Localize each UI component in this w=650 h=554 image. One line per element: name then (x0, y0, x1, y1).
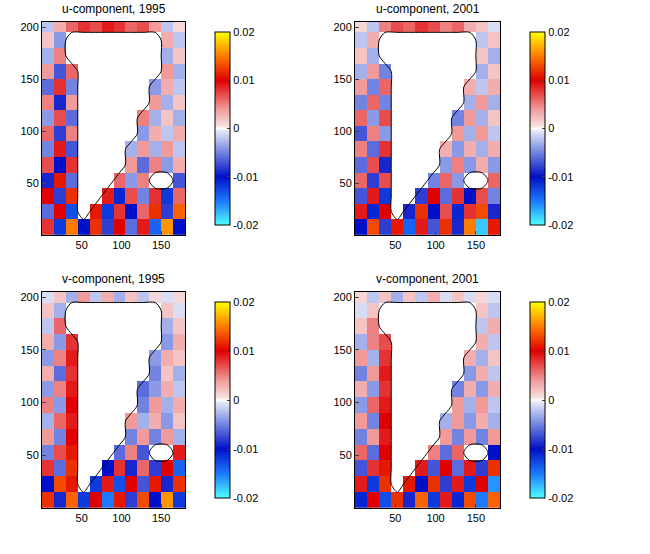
svg-text:0.01: 0.01 (233, 345, 254, 357)
svg-text:50: 50 (27, 177, 39, 189)
svg-text:v-component, 2001: v-component, 2001 (376, 272, 479, 286)
svg-text:50: 50 (27, 449, 39, 461)
svg-text:0.01: 0.01 (548, 345, 569, 357)
svg-text:0: 0 (233, 394, 239, 406)
svg-text:50: 50 (76, 512, 88, 524)
svg-text:-0.02: -0.02 (548, 492, 573, 504)
svg-text:100: 100 (426, 512, 444, 524)
svg-text:-0.02: -0.02 (233, 219, 258, 231)
svg-text:-0.02: -0.02 (548, 219, 573, 231)
svg-text:150: 150 (20, 73, 38, 85)
svg-text:100: 100 (112, 239, 130, 251)
svg-text:0.01: 0.01 (233, 74, 254, 86)
svg-text:200: 200 (20, 21, 38, 33)
svg-text:0.01: 0.01 (548, 74, 569, 86)
svg-text:0: 0 (548, 122, 554, 134)
svg-text:-0.01: -0.01 (233, 171, 258, 183)
svg-text:50: 50 (389, 512, 401, 524)
svg-text:150: 150 (333, 344, 351, 356)
svg-text:0.02: 0.02 (233, 296, 254, 308)
svg-text:100: 100 (112, 512, 130, 524)
svg-text:200: 200 (20, 291, 38, 303)
svg-text:-0.01: -0.01 (233, 443, 258, 455)
svg-text:50: 50 (389, 239, 401, 251)
svg-text:0.02: 0.02 (548, 26, 569, 38)
svg-text:150: 150 (152, 512, 170, 524)
svg-text:100: 100 (333, 396, 351, 408)
svg-text:50: 50 (340, 177, 352, 189)
svg-text:150: 150 (333, 73, 351, 85)
svg-text:100: 100 (333, 125, 351, 137)
svg-text:150: 150 (467, 512, 485, 524)
svg-text:50: 50 (76, 239, 88, 251)
svg-text:-0.01: -0.01 (548, 171, 573, 183)
svg-text:200: 200 (333, 291, 351, 303)
svg-text:150: 150 (20, 344, 38, 356)
svg-text:0.02: 0.02 (233, 26, 254, 38)
svg-text:0.02: 0.02 (548, 296, 569, 308)
svg-text:100: 100 (426, 239, 444, 251)
svg-text:u-component, 2001: u-component, 2001 (376, 2, 480, 16)
svg-text:150: 150 (152, 239, 170, 251)
svg-text:u-component, 1995: u-component, 1995 (62, 2, 166, 16)
svg-text:0: 0 (233, 122, 239, 134)
svg-text:50: 50 (340, 449, 352, 461)
svg-text:-0.01: -0.01 (548, 443, 573, 455)
svg-text:v-component, 1995: v-component, 1995 (62, 272, 165, 286)
svg-text:150: 150 (467, 239, 485, 251)
svg-text:100: 100 (20, 125, 38, 137)
svg-text:0: 0 (548, 394, 554, 406)
svg-text:200: 200 (333, 21, 351, 33)
svg-text:-0.02: -0.02 (233, 492, 258, 504)
svg-text:100: 100 (20, 396, 38, 408)
